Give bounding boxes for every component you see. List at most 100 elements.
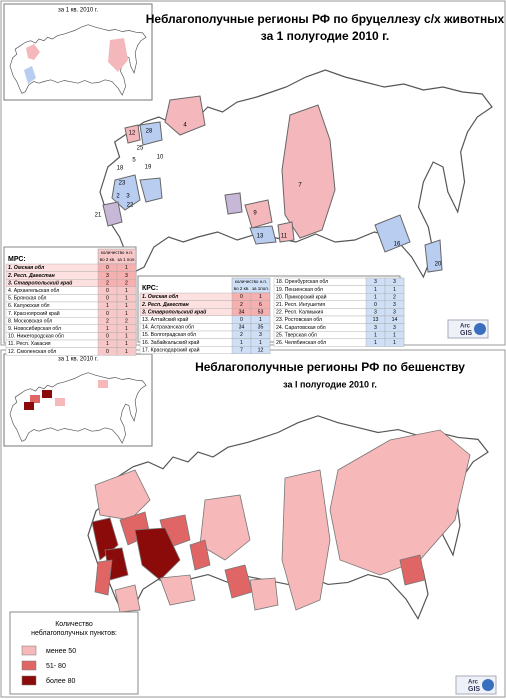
table-col: за 1пол. <box>252 286 269 291</box>
table-cell: 1 <box>374 340 377 346</box>
inset-region <box>55 398 65 406</box>
table-cell: 10. Нижегородская обл <box>8 334 64 340</box>
region <box>399 554 426 586</box>
region-label: 11 <box>281 234 288 240</box>
legend-swatch <box>21 675 37 686</box>
table-col: за 1 пол. <box>117 257 135 262</box>
region <box>159 574 196 606</box>
region-label: 9 <box>253 211 257 217</box>
table-cell: 15. Волгоградская обл <box>142 332 196 338</box>
inset-region <box>26 44 40 60</box>
table-cell: 9. Новосибирская обл <box>8 326 61 332</box>
table-cell: 4. Архангельская обл <box>8 288 59 294</box>
region <box>281 469 331 611</box>
table-cell: 26. Челябинская обл <box>276 340 326 346</box>
region-label: 5 <box>132 158 136 164</box>
region <box>249 577 279 611</box>
region-label: 16 <box>394 242 401 248</box>
table-cell: 5. Брянская обл <box>8 296 46 302</box>
region-label: 7 <box>298 183 302 189</box>
table-num-bg <box>250 346 271 355</box>
legend-swatch <box>21 645 37 656</box>
table-cell: 1 <box>393 332 396 338</box>
table-cell: 12. Смоленская обл <box>8 349 56 355</box>
table-cell: 1 <box>125 288 128 294</box>
table-cell: 1. Омская обл <box>8 264 45 271</box>
table-cell: 16. Забайкальский край <box>142 339 199 346</box>
table-cell: 34 <box>239 309 245 315</box>
table-cell: 11. Респ. Хакасия <box>8 341 51 347</box>
table-cell: 1 <box>125 334 128 340</box>
table-cell: 14. Астраханская обл <box>142 325 194 331</box>
table-cell: 1 <box>125 326 128 332</box>
region-label: 4 <box>183 123 187 129</box>
logo: GIS <box>468 686 480 693</box>
table-num-bg <box>116 347 137 356</box>
legend-title: неблагополучных пунктов: <box>31 629 117 637</box>
table-cell: 2. Респ. Дагестан <box>7 273 56 279</box>
table-cell: 1 <box>240 340 243 346</box>
table-cell: 3 <box>106 273 109 279</box>
map <box>87 415 489 620</box>
table-cell: 18. Оренбургская обл <box>276 279 328 285</box>
table-cell: 1 <box>125 311 128 317</box>
table-cell: 7 <box>240 347 243 353</box>
region-label: 20 <box>435 262 442 268</box>
table-cell: 2 <box>393 294 396 300</box>
inset-region <box>30 395 40 403</box>
table-cell: 17. Краснодарский край <box>142 346 200 353</box>
region-label: 19 <box>145 165 152 171</box>
table-cell: 3 <box>393 310 396 316</box>
table-cell: 1 <box>125 265 128 271</box>
logo: Arc <box>460 324 471 330</box>
table-cell: 2. Респ. Дагестан <box>141 302 190 308</box>
table-cell: 1 <box>393 287 396 293</box>
table-cell: 1 <box>259 340 262 346</box>
table-cell: 22. Респ. Калмыкия <box>276 310 323 316</box>
title: Неблагополучные регионы РФ по бруцеллезу… <box>146 12 505 26</box>
table-title: МРС: <box>8 256 26 263</box>
table-cell: 2 <box>106 318 109 324</box>
region-label: 25 <box>137 146 144 152</box>
table-cell: 12 <box>258 347 264 353</box>
table-cell: 20. Приморский край <box>276 293 327 300</box>
table-cell: 3 <box>374 310 377 316</box>
table-cell: 3 <box>374 325 377 331</box>
region-label: 3 <box>126 194 130 200</box>
table-cell: 23. Ростовская обл <box>276 317 322 323</box>
legend-label: более 80 <box>46 677 75 685</box>
table-cell: 6. Калужская обл <box>8 303 50 309</box>
table-cell: 0 <box>106 288 109 294</box>
table-cell: 8. Московская обл <box>8 318 52 324</box>
region <box>134 527 181 581</box>
table-cell: 3 <box>374 279 377 285</box>
table-col: во 2 кв. <box>234 286 249 291</box>
table-cell: 1 <box>125 341 128 347</box>
table-header: количество н.п. <box>101 250 133 255</box>
table-title: КРС: <box>142 285 158 292</box>
table-cell: 13 <box>373 317 379 323</box>
inset-region <box>42 390 52 398</box>
table-cell: 2 <box>240 332 243 338</box>
table-cell: 0 <box>240 294 243 300</box>
table-cell: 3 <box>393 325 396 331</box>
table-cell: 1 <box>106 341 109 347</box>
legend-title: Количество <box>55 621 93 628</box>
logo: Arc <box>468 680 479 686</box>
table-cell: 1 <box>393 340 396 346</box>
table-cell: 1. Омская обл <box>142 293 179 300</box>
region <box>199 494 251 561</box>
table-cell: 2 <box>125 318 128 324</box>
region-label: 10 <box>157 155 164 161</box>
table-cell: 25. Тверская обл <box>276 332 317 338</box>
table-cell: 3 <box>393 279 396 285</box>
table-cell: 2 <box>106 280 109 286</box>
table-num-bg <box>384 338 405 347</box>
table-cell: 3 <box>393 302 396 308</box>
subtitle: за I полугодие 2010 г. <box>283 379 377 389</box>
table-cell: 0 <box>106 334 109 340</box>
region-label: 21 <box>95 213 102 219</box>
table-cell: 1 <box>106 326 109 332</box>
table-cell: 1 <box>125 349 128 355</box>
